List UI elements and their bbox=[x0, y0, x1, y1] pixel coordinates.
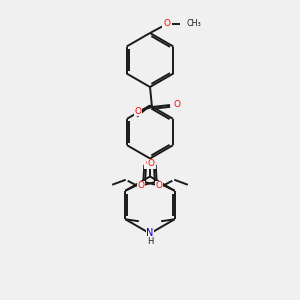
Text: H: H bbox=[147, 238, 153, 247]
Text: O: O bbox=[173, 100, 180, 109]
Text: O: O bbox=[148, 159, 155, 168]
Text: O: O bbox=[134, 106, 142, 116]
Text: O: O bbox=[155, 181, 162, 190]
Text: O: O bbox=[163, 20, 170, 28]
Text: O: O bbox=[145, 159, 152, 168]
Text: O: O bbox=[138, 181, 145, 190]
Text: CH₃: CH₃ bbox=[187, 20, 201, 28]
Text: N: N bbox=[146, 227, 154, 238]
